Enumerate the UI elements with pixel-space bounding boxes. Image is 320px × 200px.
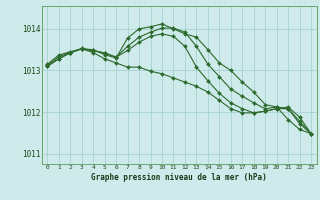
X-axis label: Graphe pression niveau de la mer (hPa): Graphe pression niveau de la mer (hPa) bbox=[91, 173, 267, 182]
